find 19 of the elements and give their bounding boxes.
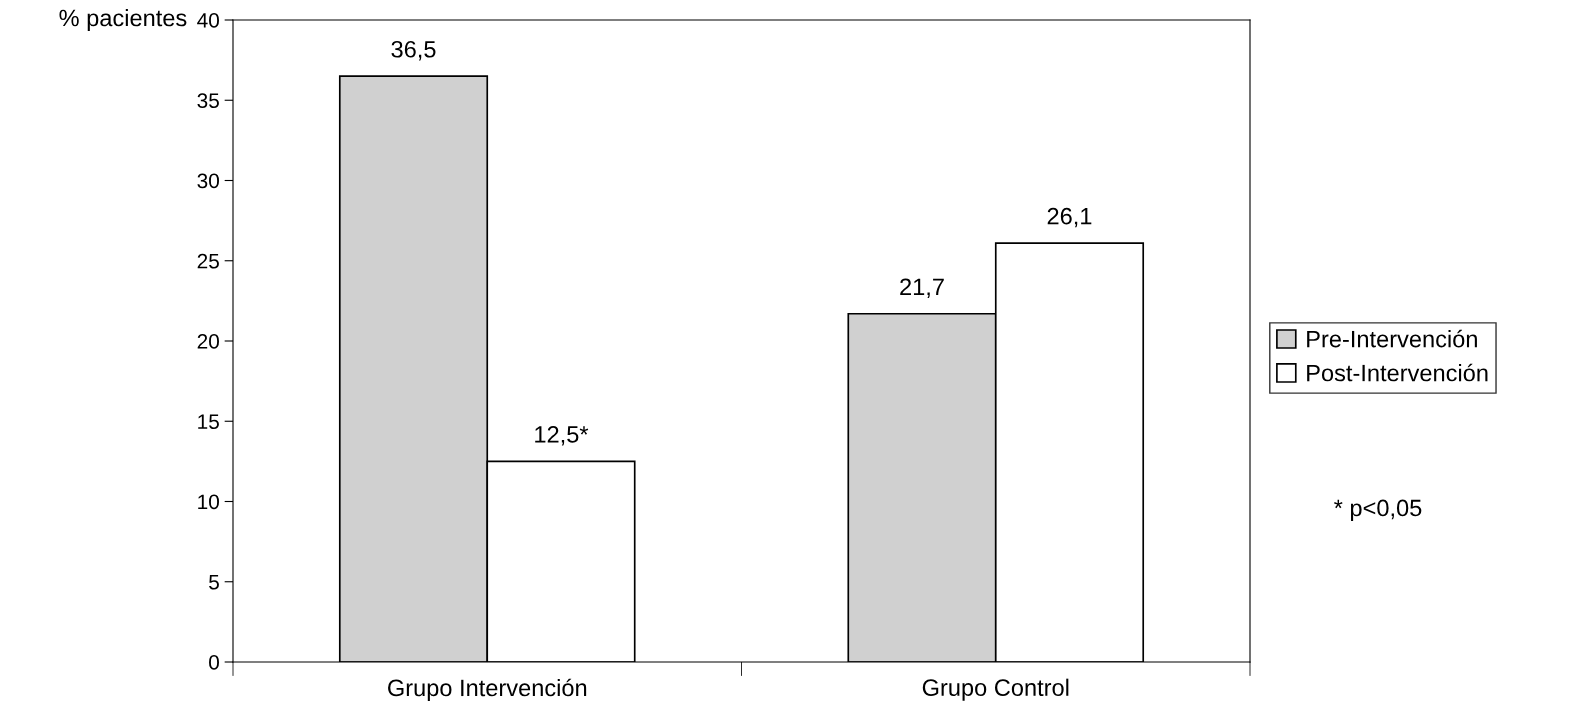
y-tick-label: 30 [197, 173, 219, 189]
data-label: 12,5* [535, 426, 589, 446]
text: * p<0,05 [1334, 499, 1422, 522]
y-tick-label: 5 [209, 574, 219, 590]
data-label: 26,1 [1047, 207, 1092, 228]
data-label: 21,7 [900, 278, 944, 298]
y-tick-label: 0 [209, 655, 219, 670]
legend-label: Pre-Intervención [1307, 329, 1477, 348]
data-label: 36,5 [391, 40, 436, 61]
y-tick-label: 35 [197, 93, 219, 108]
x-tick-label: Grupo Control [922, 678, 1069, 701]
x-tick-label: Grupo Intervención [388, 678, 587, 701]
y-axis-title: % pacientes [59, 9, 187, 31]
y-tick-label: 15 [198, 414, 219, 429]
legend-label: Post-Intervención [1307, 363, 1488, 382]
y-tick-label: 40 [197, 13, 219, 28]
y-tick-label: 20 [197, 334, 219, 349]
y-tick-label: 10 [198, 494, 219, 510]
y-tick-label: 25 [197, 253, 219, 269]
